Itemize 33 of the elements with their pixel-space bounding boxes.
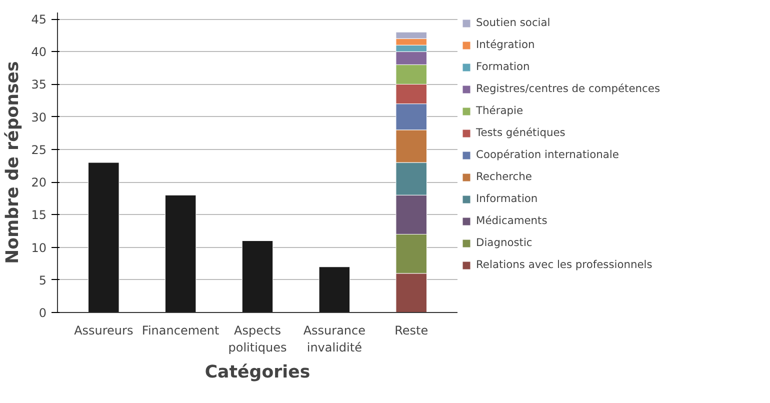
x-tick-label: Reste [394,324,428,338]
x-tick-label: Assureurs [74,324,134,338]
legend-label: Formation [476,60,530,73]
bar [164,194,196,312]
y-tick-label: 25 [31,142,47,157]
x-tick-label: Aspects politiques [228,324,287,354]
y-tick-label: 10 [31,240,47,255]
y-tick-label: 5 [38,273,47,288]
y-tick-label: 40 [31,45,47,60]
x-tick-label: Assurance invalidité [303,324,366,354]
legend-label: Tests génétiques [476,126,566,139]
y-tick-label: 35 [31,78,47,92]
legend-label: Relations avec les professionnels [476,258,652,271]
legend-label: Information [476,192,538,205]
legend-label: Coopération internationale [476,148,619,161]
legend-label: Intégration [476,38,535,51]
legend-label: Thérapie [476,104,524,117]
y-tick-label: 20 [31,176,47,190]
y-tick-label: 0 [38,306,47,320]
y-axis-title: Nombre de réponses [3,61,24,264]
legend-label: Médicaments [476,214,548,227]
bar [242,240,274,312]
y-tick-label: 45 [31,12,47,27]
legend-label: Recherche [476,170,532,183]
y-tick-label: 30 [31,110,47,124]
legend-label: Soutien social [476,16,550,29]
bar [88,162,120,312]
legend-label: Diagnostic [476,236,532,249]
legend-label: Registres/centres de compétences [476,82,660,95]
x-axis-title: Catégories [204,362,310,382]
y-tick-label: 15 [31,208,47,222]
bar [318,266,350,312]
x-tick-label: Financement [142,324,220,338]
